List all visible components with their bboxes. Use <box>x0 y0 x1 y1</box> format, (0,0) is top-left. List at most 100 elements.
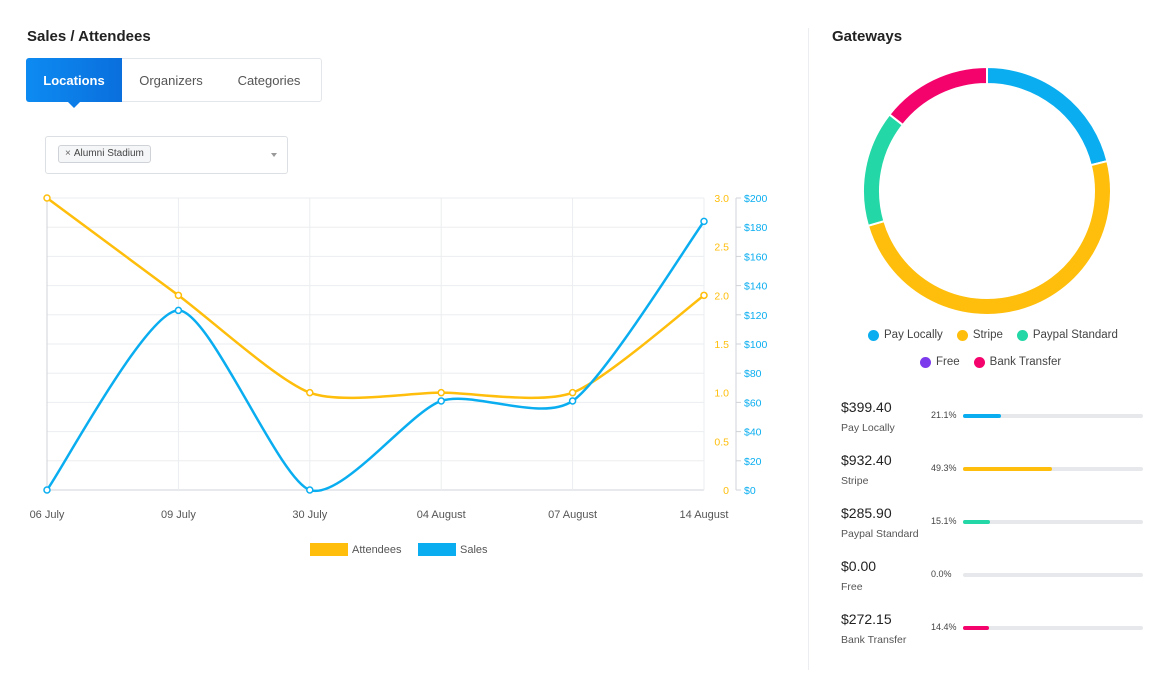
gateways-donut-chart <box>862 65 1112 316</box>
gateways-legend-row-2: Free Bank Transfer <box>920 356 1061 368</box>
gateway-name: Pay Locally <box>841 422 895 434</box>
location-select[interactable]: × Alumni Stadium <box>45 136 288 174</box>
y-left-tick-label: 2.5 <box>714 242 729 254</box>
legend-dot-pay-locally <box>868 329 879 341</box>
series-line-attendees <box>46 196 705 400</box>
report-tabs: Locations Organizers Categories <box>26 58 322 108</box>
gateway-name: Free <box>841 581 863 593</box>
legend-dot-stripe <box>956 329 968 341</box>
data-point-attendees <box>306 388 314 397</box>
x-tick-label: 04 August <box>417 509 466 521</box>
gateways-legend-row-1: Pay Locally Stripe Paypal Standard <box>868 329 1118 341</box>
donut-slice-bank-transfer <box>888 65 988 127</box>
legend-label-free: Free <box>936 356 960 368</box>
x-tick-label: 06 July <box>30 509 65 521</box>
y-right-tick-label: $0 <box>744 485 756 497</box>
data-point-attendees <box>437 388 445 397</box>
data-point-sales <box>306 486 314 494</box>
legend-dot-free <box>920 356 931 368</box>
gateway-row-paypal-standard: $285.90 Paypal Standard 15.1% <box>841 505 1146 549</box>
y-right-tick-label: $200 <box>744 193 768 205</box>
data-point-attendees <box>174 291 183 300</box>
gateway-amount: $272.15 <box>841 611 892 627</box>
y-right-tick-label: $140 <box>744 281 768 293</box>
data-point-attendees <box>700 291 708 300</box>
gateway-name: Stripe <box>841 475 869 487</box>
data-point-attendees <box>568 388 577 397</box>
legend-item-free[interactable]: Free <box>920 356 960 368</box>
x-tick-label: 09 July <box>161 509 196 521</box>
sales-attendees-chart: 0 0.5 1.0 1.5 2.0 2.5 3.0 $0 $20 $40 $60 $80 $100 $12… <box>30 193 768 556</box>
gateway-amount: $399.40 <box>841 399 892 415</box>
y-right-tick-label: $20 <box>744 456 762 468</box>
y-right-tick-label: $40 <box>744 427 762 439</box>
legend-swatch-attendees <box>310 543 348 556</box>
gateway-progress-track <box>963 573 1143 577</box>
series-line-sales <box>45 220 706 493</box>
tab-categories-label: Categories <box>237 72 301 88</box>
column-divider <box>808 28 809 670</box>
y-left-tick-label: 2.0 <box>714 290 729 302</box>
gateway-percent: 15.1% <box>931 516 957 526</box>
y-left-tick-label: 1.5 <box>714 339 729 351</box>
gateway-row-free: $0.00 Free 0.0% <box>841 558 1146 602</box>
chip-remove-icon[interactable]: × <box>65 148 71 159</box>
gateway-row-stripe: $932.40 Stripe 49.3% <box>841 452 1146 496</box>
legend-label-pay-locally: Pay Locally <box>884 329 943 341</box>
gateway-progress-fill <box>963 414 1001 418</box>
gateway-row-bank-transfer: $272.15 Bank Transfer 14.4% <box>841 611 1146 655</box>
y-right-tick-label: $160 <box>744 251 768 263</box>
data-point-sales <box>568 397 577 405</box>
gateway-progress-track <box>963 626 1143 630</box>
y-left-tick-label: 0 <box>723 485 729 497</box>
gateway-progress-track <box>963 520 1143 524</box>
legend-dot-paypal-standard <box>1016 329 1028 341</box>
gateway-percent: 14.4% <box>931 622 957 632</box>
data-point-sales <box>174 306 183 315</box>
gateway-row-pay-locally: $399.40 Pay Locally 21.1% <box>841 399 1146 443</box>
legend-item-paypal-standard[interactable]: Paypal Standard <box>1016 329 1118 341</box>
tab-locations[interactable]: Locations <box>26 58 122 108</box>
tab-organizers[interactable]: Organizers <box>122 59 220 101</box>
legend-dot-bank-transfer <box>973 356 985 368</box>
x-tick-label: 07 August <box>548 509 597 521</box>
y-right-tick-label: $120 <box>744 310 768 322</box>
y-left-tick-label: 1.0 <box>714 388 729 400</box>
gateway-percent: 0.0% <box>931 569 952 579</box>
data-point-sales <box>437 397 445 405</box>
donut-slice-stripe <box>866 159 1112 316</box>
gateway-name: Paypal Standard <box>841 528 919 540</box>
legend-item-bank-transfer[interactable]: Bank Transfer <box>973 356 1062 368</box>
sales-attendees-title: Sales / Attendees <box>27 28 151 45</box>
gateway-percent: 49.3% <box>931 463 957 473</box>
x-tick-label: 14 August <box>680 509 729 521</box>
tab-organizers-label: Organizers <box>139 72 203 88</box>
data-point-sales <box>700 217 708 226</box>
location-chip-label: Alumni Stadium <box>73 148 144 159</box>
legend-swatch-sales <box>418 543 456 556</box>
gateway-progress-fill <box>963 626 989 630</box>
gateway-progress-fill <box>963 520 991 524</box>
legend-label-sales: Sales <box>460 544 488 556</box>
tab-locations-label: Locations <box>43 72 105 88</box>
legend-label-paypal-standard: Paypal Standard <box>1032 329 1118 341</box>
legend-item-stripe[interactable]: Stripe <box>956 329 1003 341</box>
gateway-progress-track <box>963 414 1143 418</box>
legend-label-stripe: Stripe <box>972 329 1003 341</box>
y-left-tick-label: 0.5 <box>714 436 729 448</box>
y-left-tick-label: 3.0 <box>714 193 729 205</box>
location-chip: × Alumni Stadium <box>58 145 151 163</box>
gateway-percent: 21.1% <box>931 410 957 420</box>
gateways-title: Gateways <box>832 28 903 45</box>
donut-slice-paypal-standard <box>862 113 905 228</box>
chevron-down-icon[interactable] <box>271 153 277 157</box>
gateway-name: Bank Transfer <box>841 634 907 646</box>
gateway-amount: $932.40 <box>841 452 892 468</box>
gateway-amount: $285.90 <box>841 505 892 521</box>
legend-label-bank-transfer: Bank Transfer <box>989 356 1062 368</box>
data-point-sales <box>43 486 51 494</box>
tab-categories[interactable]: Categories <box>220 59 318 101</box>
active-tab-caret-icon <box>68 102 80 108</box>
donut-slice-pay-locally <box>986 65 1109 167</box>
legend-item-pay-locally[interactable]: Pay Locally <box>868 329 943 341</box>
